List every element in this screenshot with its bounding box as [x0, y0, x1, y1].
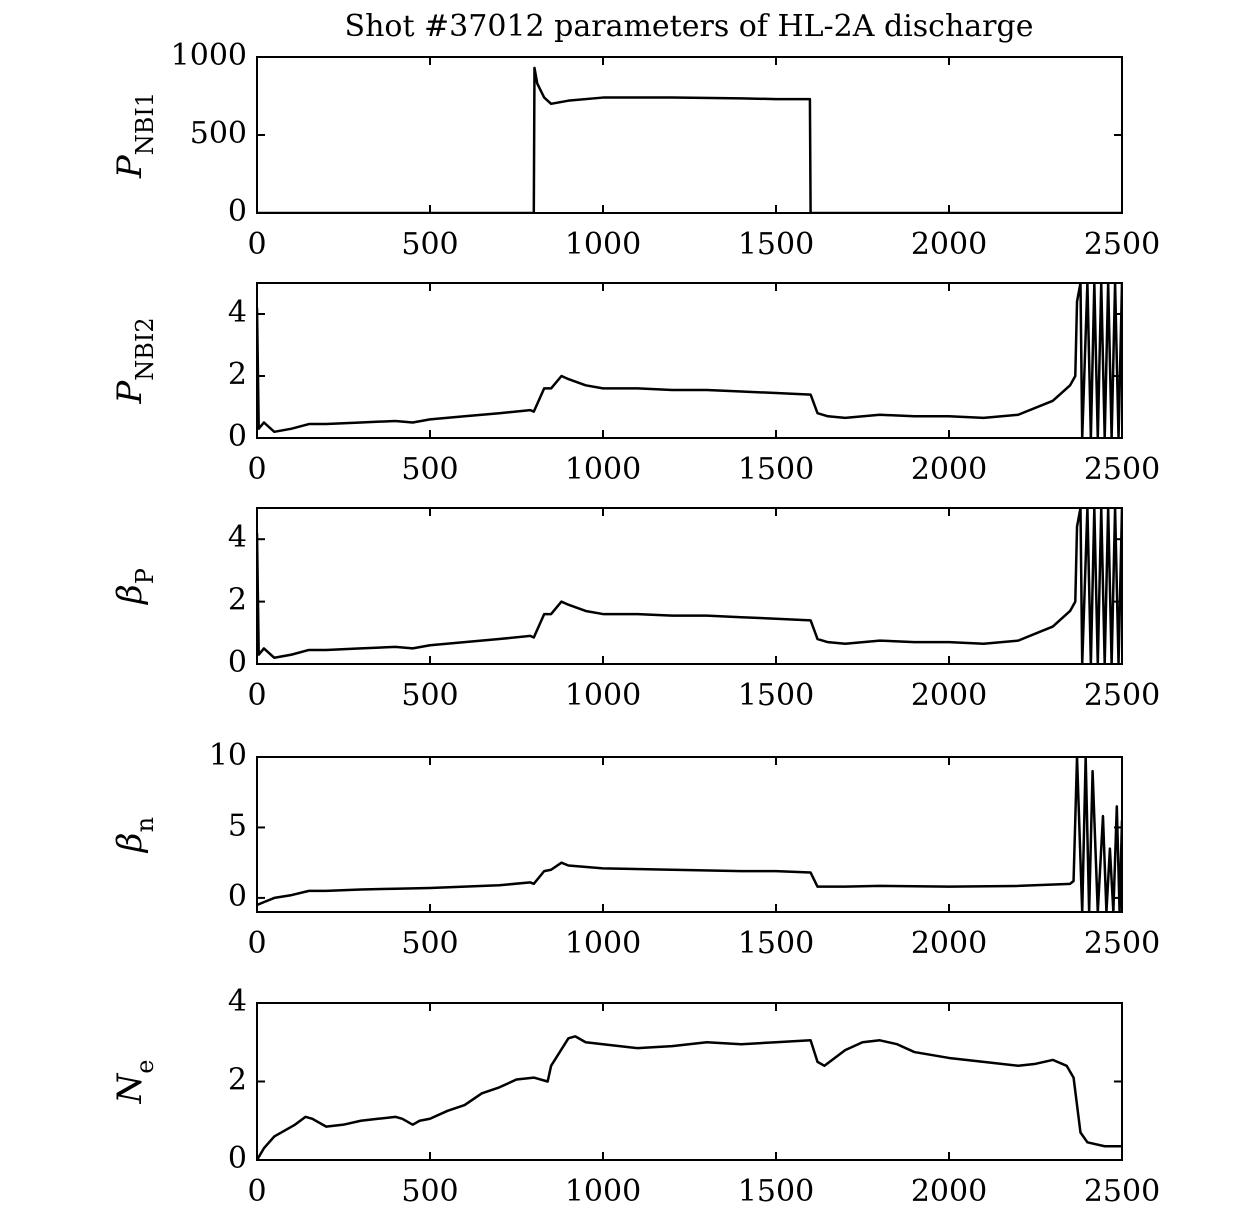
x-tick-label: 2500	[1084, 926, 1160, 961]
data-line	[257, 283, 1122, 438]
x-tick-label: 500	[401, 1174, 458, 1209]
x-tick-label: 500	[401, 452, 458, 487]
plot-frame	[256, 56, 1123, 214]
x-tick-label: 1000	[565, 452, 641, 487]
data-line	[257, 757, 1122, 912]
x-tick-label: 1000	[565, 678, 641, 713]
x-tick-label: 0	[247, 452, 266, 487]
x-tick-label: 2000	[911, 1174, 987, 1209]
x-tick-label: 2500	[1084, 678, 1160, 713]
x-tick-label: 1500	[738, 678, 814, 713]
y-axis-subscript: e	[131, 1060, 159, 1074]
y-axis-subscript: n	[131, 817, 159, 832]
x-tick-label: 1000	[565, 926, 641, 961]
y-axis-symbol: P	[110, 154, 150, 179]
y-tick-label: 5	[228, 808, 247, 843]
y-tick-label: 2	[228, 583, 247, 618]
x-tick-label: 1500	[738, 926, 814, 961]
x-tick-label: 2000	[911, 926, 987, 961]
y-axis-symbol: P	[110, 380, 150, 405]
x-tick-label: 1500	[738, 227, 814, 262]
plot-frame	[256, 507, 1123, 665]
x-tick-label: 2000	[911, 452, 987, 487]
y-axis-label: PNBI1	[110, 92, 159, 179]
y-tick-label: 0	[228, 419, 247, 454]
y-axis-subscript: NBI2	[131, 317, 159, 380]
x-tick-label: 500	[401, 926, 458, 961]
x-tick-label: 1500	[738, 452, 814, 487]
y-axis-subscript: NBI1	[131, 92, 159, 155]
y-tick-label: 4	[228, 520, 247, 555]
y-tick-label: 0	[228, 194, 247, 229]
x-tick-label: 0	[247, 1174, 266, 1209]
y-axis-symbol: β	[110, 832, 150, 854]
y-axis-label: Ne	[110, 1060, 159, 1105]
y-tick-label: 10	[209, 738, 247, 773]
plot-frame	[256, 282, 1123, 439]
chart-title: Shot #37012 parameters of HL-2A discharg…	[345, 9, 1034, 44]
y-tick-label: 0	[228, 645, 247, 680]
y-axis-symbol: N	[110, 1072, 150, 1104]
plot-frame	[256, 1002, 1123, 1161]
x-tick-label: 2500	[1084, 452, 1160, 487]
y-axis-subscript: P	[131, 568, 159, 584]
y-tick-label: 0	[228, 879, 247, 914]
data-line	[257, 508, 1122, 664]
y-tick-label: 2	[228, 357, 247, 392]
y-tick-label: 500	[190, 116, 247, 151]
x-tick-label: 2500	[1084, 227, 1160, 262]
y-axis-label: βn	[110, 817, 159, 854]
x-tick-label: 0	[247, 678, 266, 713]
y-tick-label: 0	[228, 1141, 247, 1176]
x-tick-label: 0	[247, 926, 266, 961]
x-tick-label: 2000	[911, 678, 987, 713]
x-tick-label: 500	[401, 678, 458, 713]
x-tick-label: 1000	[565, 1174, 641, 1209]
x-tick-label: 1000	[565, 227, 641, 262]
x-tick-label: 0	[247, 227, 266, 262]
y-tick-label: 1000	[171, 38, 247, 73]
x-tick-label: 500	[401, 227, 458, 262]
x-tick-label: 2500	[1084, 1174, 1160, 1209]
y-axis-symbol: β	[110, 584, 150, 606]
data-line	[257, 1035, 1122, 1160]
data-line	[257, 66, 1122, 213]
y-axis-label: PNBI2	[110, 317, 159, 404]
y-tick-label: 4	[228, 984, 247, 1019]
y-tick-label: 4	[228, 295, 247, 330]
x-tick-label: 2000	[911, 227, 987, 262]
y-tick-label: 2	[228, 1063, 247, 1098]
y-axis-label: βP	[110, 568, 159, 606]
x-tick-label: 1500	[738, 1174, 814, 1209]
